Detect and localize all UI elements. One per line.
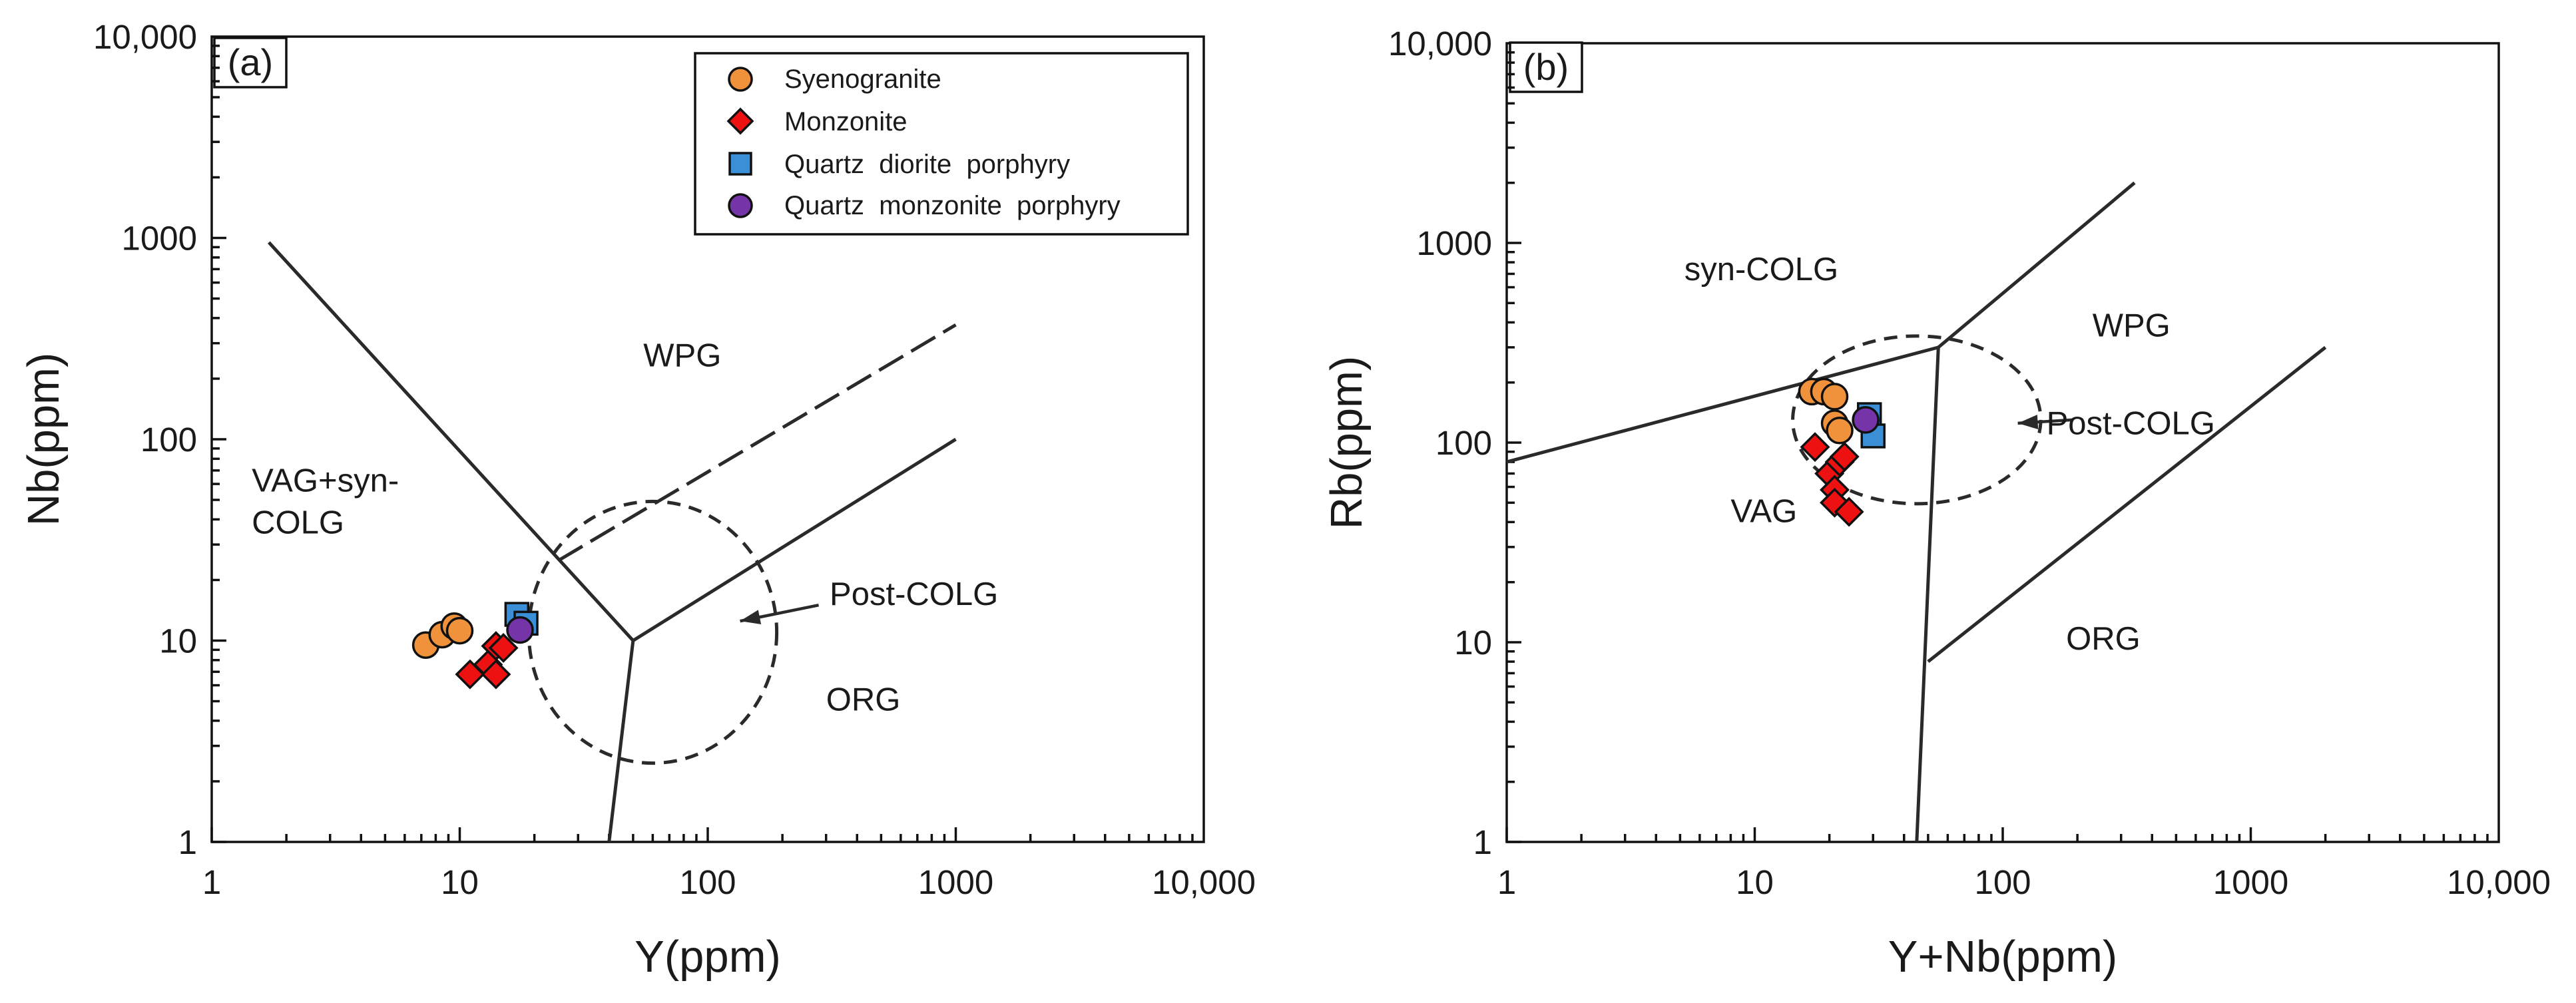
panel-b-y-tick-label: 100 bbox=[1435, 424, 1492, 462]
panel-a-x-tick-label: 1000 bbox=[918, 863, 993, 901]
panel-a-x-tick-label: 1 bbox=[202, 863, 221, 901]
panel-b-label: (b) bbox=[1523, 46, 1569, 88]
panel-a-point-syenogranite bbox=[445, 616, 474, 645]
legend-label-syenogranite: Syenogranite bbox=[784, 65, 941, 94]
panel-a-post-colg-arrowhead bbox=[740, 610, 762, 624]
panel-a-point-monzonite bbox=[488, 632, 519, 663]
panel-b-y-tick-label: 1000 bbox=[1417, 224, 1492, 262]
panel-a-x-tick-label: 10 bbox=[441, 863, 479, 901]
panel-b-y-tick-label: 10,000 bbox=[1388, 25, 1492, 63]
legend-label-quartz-diorite-porphyry: Quartz diorite porphyry bbox=[784, 150, 1070, 179]
panel-a-y-axis-label: Nb(ppm) bbox=[19, 353, 69, 526]
panel-a-region-label: WPG bbox=[643, 338, 721, 374]
legend-marker-monzonite bbox=[726, 107, 754, 135]
panel-b-regions: syn-COLG WPG VAG ORG Post-COLG bbox=[1684, 252, 2215, 657]
panel-a-x-tick-label: 100 bbox=[679, 863, 736, 901]
panel-a-x-axis-label: Y(ppm) bbox=[635, 932, 781, 982]
panel-b-label-box bbox=[1509, 41, 1583, 93]
panel-b-y-axis-label: Rb(ppm) bbox=[1322, 356, 1372, 530]
panel-a-boundary-line bbox=[632, 437, 957, 642]
panel-a-regions: WPG VAG+syn- COLG ORG Post-COLG bbox=[252, 338, 998, 718]
legend-box bbox=[694, 52, 1189, 236]
panel-b-region-label: ORG bbox=[2066, 621, 2141, 657]
panel-b-x-axis-label: Y+Nb(ppm) bbox=[1888, 932, 2117, 982]
panel-b-points bbox=[1798, 377, 1886, 527]
panel-b-x-tick-label: 100 bbox=[1974, 863, 2031, 901]
panel-b-post-colg-field bbox=[1791, 334, 2043, 506]
legend-item-monzonite: Monzonite bbox=[726, 107, 907, 136]
panel-a-ticks: 1 10 100 1000 10,000 1 10 100 1000 10,000 bbox=[93, 18, 1256, 901]
panel-b-point-monzonite bbox=[1800, 432, 1830, 463]
panel-a-region-label: COLG bbox=[252, 505, 344, 541]
panel-b-x-tick-label: 1000 bbox=[2213, 863, 2288, 901]
panel-a-region-label: Post-COLG bbox=[830, 576, 998, 612]
legend-label-quartz-monzonite-porphyry: Quartz monzonite porphyry bbox=[784, 191, 1121, 220]
panel-b-chart: (b) 1 10 100 1000 10,000 1 10 100 1000 10,000 syn… bbox=[1322, 25, 2551, 982]
panel-b-y-tick-label: 10 bbox=[1454, 624, 1492, 662]
panel-a-boundaries bbox=[267, 241, 957, 843]
panel-b-region-label: VAG bbox=[1730, 493, 1797, 529]
legend-marker-quartz-diorite-porphyry bbox=[728, 152, 752, 176]
panel-b-post-colg-arrowhead bbox=[2017, 415, 2039, 430]
panel-b-x-tick-label: 10,000 bbox=[2447, 863, 2551, 901]
panel-b-boundaries bbox=[1506, 181, 2327, 843]
panel-b-region-label: syn-COLG bbox=[1684, 252, 1838, 288]
panel-a-boundary-line bbox=[267, 241, 635, 843]
panel-a-y-tick-label: 10 bbox=[159, 622, 197, 660]
panel-a-y-tick-label: 10,000 bbox=[93, 18, 197, 56]
panel-a-y-tick-label: 1 bbox=[178, 823, 197, 861]
panel-b-point-quartz-monzonite-porphyry bbox=[1852, 406, 1880, 434]
panel-a-point-quartz-monzonite-porphyry bbox=[506, 616, 534, 644]
panel-a-chart: (a) 1 10 100 1000 10,000 1 10 100 1000 10,000 WPG… bbox=[19, 18, 1256, 982]
panel-a-y-tick-label: 100 bbox=[140, 421, 197, 459]
panel-b-y-tick-label: 1 bbox=[1473, 823, 1492, 861]
panel-a-x-tick-label: 10,000 bbox=[1152, 863, 1256, 901]
panel-a-post-colg-field bbox=[527, 499, 779, 765]
legend-item-quartz-diorite-porphyry: Quartz diorite porphyry bbox=[728, 150, 1070, 179]
panel-b-point-syenogranite bbox=[1820, 383, 1849, 411]
panel-b-boundary-line bbox=[1937, 181, 2136, 349]
legend: Syenogranite Monzonite Quartz diorite po… bbox=[694, 52, 1189, 236]
panel-b-point-monzonite bbox=[1829, 441, 1860, 472]
panel-a-points bbox=[411, 602, 539, 690]
panel-b-point-monzonite bbox=[1834, 497, 1864, 527]
panel-b-boundary-line bbox=[1927, 345, 2327, 664]
panel-b-x-tick-label: 1 bbox=[1497, 863, 1516, 901]
panel-a-region-label: ORG bbox=[826, 682, 901, 717]
legend-label-monzonite: Monzonite bbox=[784, 107, 907, 136]
panel-b-region-label: Post-COLG bbox=[2047, 406, 2215, 442]
panel-a-point-monzonite bbox=[481, 659, 511, 690]
panel-a-y-tick-label: 1000 bbox=[122, 220, 197, 258]
panel-a-region-label: VAG+syn- bbox=[252, 463, 399, 499]
panel-b-ticks: 1 10 100 1000 10,000 1 10 100 1000 10,000 bbox=[1388, 25, 2551, 901]
panel-b-x-tick-label: 10 bbox=[1736, 863, 1774, 901]
panel-b-plot-frame bbox=[1505, 42, 2500, 843]
panel-a-label: (a) bbox=[228, 41, 273, 83]
legend-item-quartz-monzonite-porphyry: Quartz monzonite porphyry bbox=[728, 191, 1121, 220]
legend-marker-quartz-monzonite-porphyry bbox=[728, 193, 753, 218]
legend-item-syenogranite: Syenogranite bbox=[728, 65, 941, 94]
panel-a-label-box bbox=[213, 37, 288, 89]
panel-a-boundary-line bbox=[557, 323, 957, 562]
legend-marker-syenogranite bbox=[728, 67, 753, 92]
panel-b-region-label: WPG bbox=[2093, 308, 2171, 344]
panel-b-point-syenogranite bbox=[1826, 417, 1854, 445]
